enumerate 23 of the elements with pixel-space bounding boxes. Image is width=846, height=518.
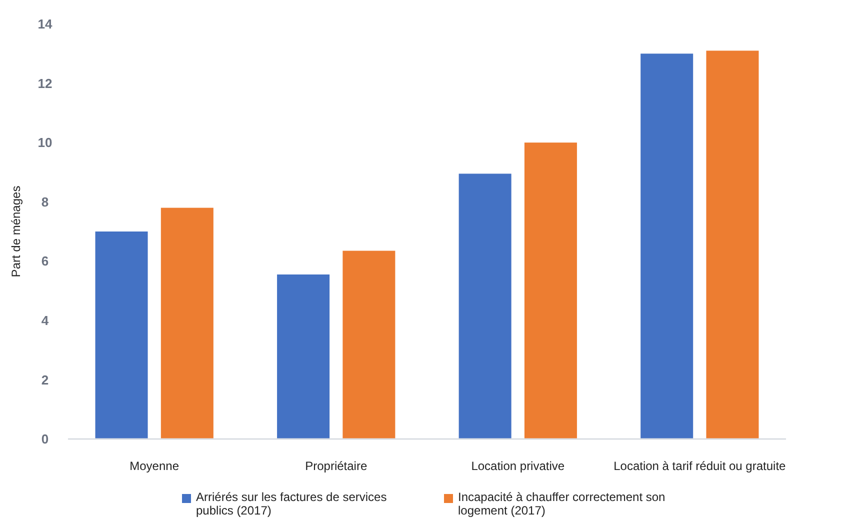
- y-tick-label: 4: [41, 312, 50, 328]
- x-tick-label: Propriétaire: [305, 459, 368, 473]
- bar: [277, 274, 330, 439]
- bar: [342, 250, 396, 439]
- legend-label: Arriérés sur les factures de services publics (2017): [196, 490, 387, 518]
- bar: [458, 174, 512, 439]
- legend-label: Incapacité à chauffer correctement son logement (2017): [458, 490, 666, 518]
- bar: [640, 54, 694, 439]
- bar: [524, 142, 577, 439]
- y-tick-label: 14: [38, 16, 53, 32]
- x-tick-label: Location privative: [471, 459, 565, 473]
- bar: [706, 50, 759, 439]
- y-tick-label: 0: [41, 432, 49, 447]
- y-tick-label: 2: [41, 372, 49, 388]
- bar: [95, 232, 148, 439]
- y-axis-title: Part de ménages: [9, 186, 23, 278]
- x-tick-label: Moyenne: [130, 459, 180, 473]
- y-tick-label: 12: [38, 76, 52, 91]
- x-tick-label: Location à tarif réduit ou gratuite: [614, 459, 786, 473]
- y-tick-label: 10: [38, 135, 52, 150]
- bar: [160, 208, 214, 439]
- y-tick-label: 8: [41, 194, 49, 210]
- y-tick-label: 6: [41, 254, 49, 269]
